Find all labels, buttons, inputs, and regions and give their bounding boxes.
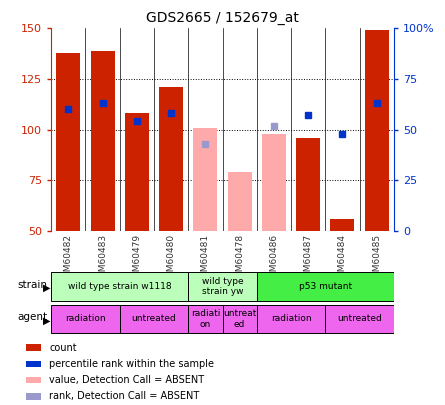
Bar — [325, 305, 394, 333]
Bar — [26, 377, 41, 383]
Bar — [331, 219, 354, 231]
Bar — [257, 272, 394, 301]
Bar — [51, 272, 188, 301]
Text: radiati
on: radiati on — [190, 309, 220, 328]
Text: radiation: radiation — [271, 314, 312, 324]
Bar — [26, 360, 41, 367]
Text: p53 mutant: p53 mutant — [299, 282, 352, 291]
Bar — [188, 272, 257, 301]
Bar — [228, 172, 251, 231]
Bar — [51, 305, 120, 333]
Bar — [125, 113, 149, 231]
Bar — [188, 305, 222, 333]
Bar — [91, 51, 114, 231]
Text: untreated: untreated — [132, 314, 176, 324]
Text: radiation: radiation — [65, 314, 106, 324]
Bar — [262, 134, 286, 231]
Text: agent: agent — [17, 312, 47, 322]
Bar — [257, 305, 325, 333]
Bar — [365, 30, 388, 231]
Bar — [26, 344, 41, 351]
Text: rank, Detection Call = ABSENT: rank, Detection Call = ABSENT — [49, 391, 199, 401]
Title: GDS2665 / 152679_at: GDS2665 / 152679_at — [146, 11, 299, 25]
Bar — [26, 393, 41, 399]
Bar — [159, 87, 183, 231]
Bar — [296, 138, 320, 231]
Text: ▶: ▶ — [43, 315, 51, 326]
Text: value, Detection Call = ABSENT: value, Detection Call = ABSENT — [49, 375, 204, 385]
Bar — [120, 305, 188, 333]
Text: ▶: ▶ — [43, 283, 51, 293]
Bar — [222, 305, 257, 333]
Text: wild type
strain yw: wild type strain yw — [202, 277, 243, 296]
Bar — [194, 128, 217, 231]
Text: untreated: untreated — [337, 314, 382, 324]
Text: wild type strain w1118: wild type strain w1118 — [68, 282, 171, 291]
Text: untreat
ed: untreat ed — [223, 309, 256, 328]
Text: strain: strain — [17, 280, 47, 290]
Bar — [57, 53, 80, 231]
Text: percentile rank within the sample: percentile rank within the sample — [49, 359, 214, 369]
Text: count: count — [49, 343, 77, 353]
